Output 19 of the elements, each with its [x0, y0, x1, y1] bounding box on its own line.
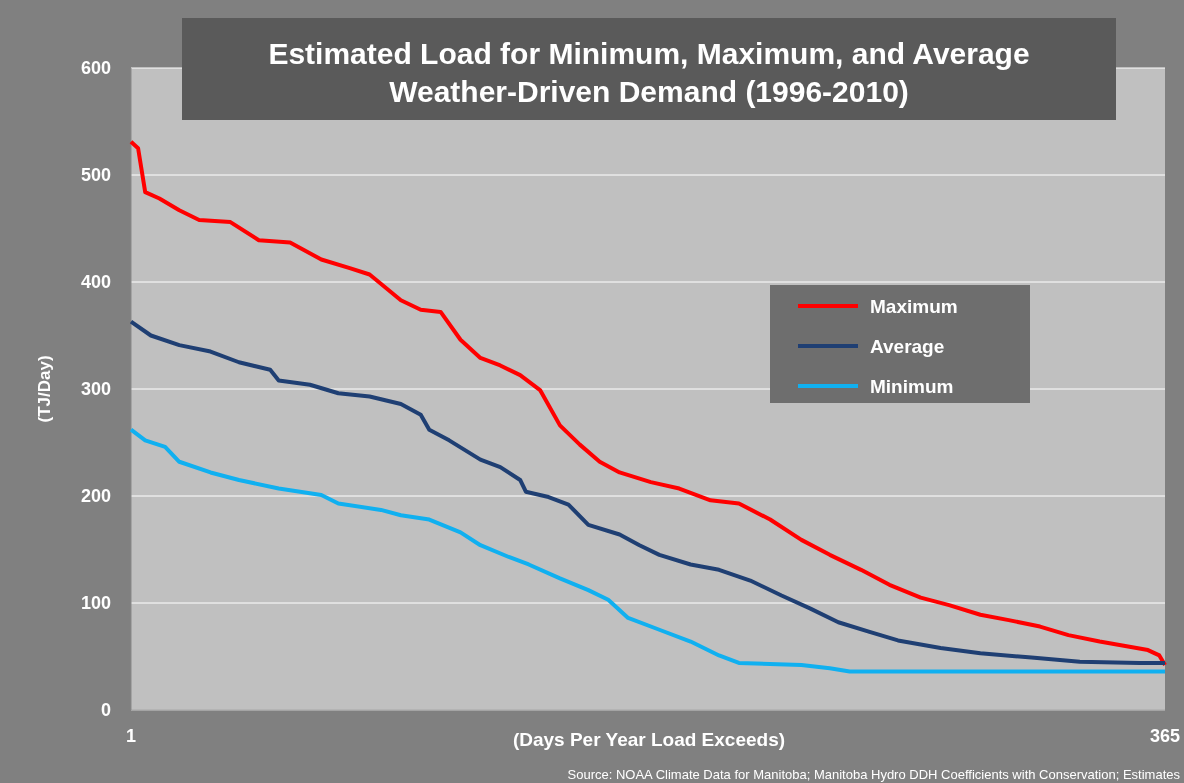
line-series	[129, 319, 1167, 665]
legend-label: Maximum	[870, 295, 958, 317]
line-series	[129, 427, 1167, 674]
x-tick-label: 365	[1149, 726, 1181, 746]
y-axis-title: (TJ/Day)	[35, 355, 54, 423]
x-tick-label: 1	[125, 726, 137, 746]
source-note: Source: NOAA Climate Data for Manitoba; Manitoba Hydro DDH Coefficients with Conservation; Estimates	[567, 767, 1181, 782]
legend-label: Minimum	[870, 375, 954, 397]
x-axis-title: (Days Per Year Load Exceeds)	[512, 729, 786, 750]
legend-label: Average	[870, 335, 945, 357]
y-tick-label: 0	[100, 700, 111, 721]
y-tick-label: 600	[80, 58, 111, 79]
y-tick-label: 300	[80, 379, 111, 400]
y-tick-label: 500	[80, 165, 111, 186]
y-tick-label: 100	[80, 593, 111, 614]
y-tick-label: 400	[80, 272, 111, 293]
line-series	[129, 139, 1167, 668]
chart-title: Estimated Load for Minimum, Maximum, and Average Weather-Driven Demand (1996-2010)	[268, 37, 1030, 108]
y-tick-label: 200	[80, 486, 111, 507]
